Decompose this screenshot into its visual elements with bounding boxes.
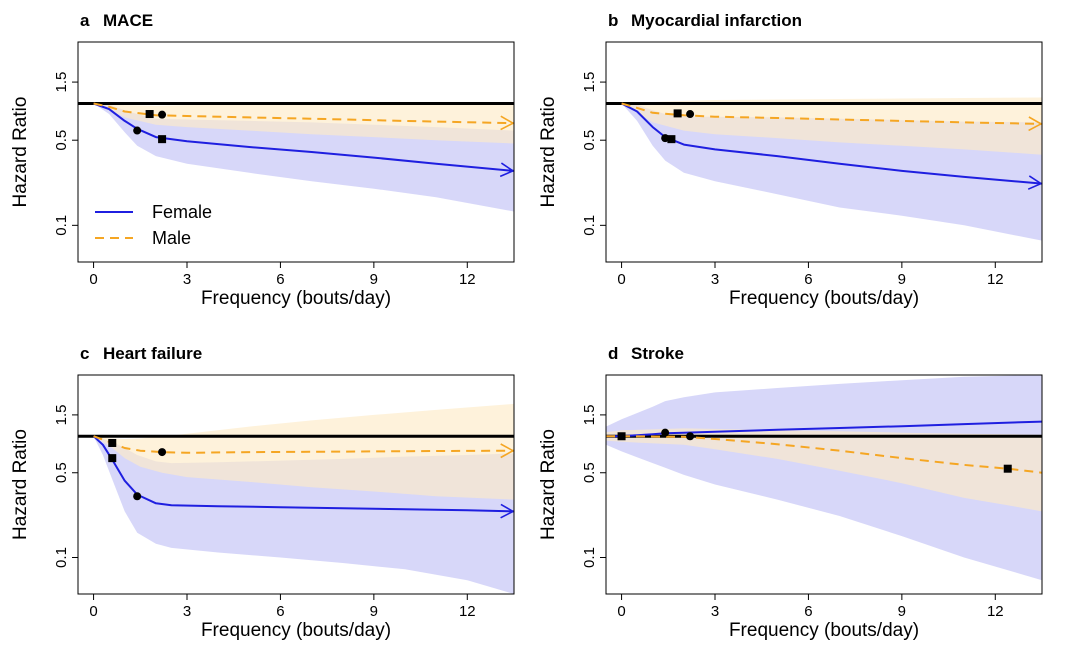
x-tick-label: 12	[459, 603, 476, 620]
legend-label-male: Male	[152, 228, 191, 248]
plot-frame	[605, 41, 1043, 263]
x-tick-label: 3	[183, 271, 191, 288]
data-point-male	[158, 448, 167, 457]
x-axis-label: Frequency (bouts/day)	[729, 288, 919, 309]
x-tick-label: 12	[459, 271, 476, 288]
panel-title: Heart failure	[103, 344, 202, 363]
series-line-male	[93, 102, 514, 125]
y-tick-label: 0.1	[581, 547, 598, 568]
ci-band-male	[606, 428, 1042, 512]
x-tick-label: 6	[276, 603, 284, 620]
data-point-female	[133, 126, 142, 135]
y-tick-label: 1.5	[581, 404, 598, 425]
x-tick-label: 9	[898, 271, 906, 288]
x-axis-label: Frequency (bouts/day)	[201, 620, 391, 641]
legend-label-female: Female	[152, 202, 212, 222]
x-tick-label: 0	[89, 271, 97, 288]
ci-band-male	[621, 97, 1042, 155]
y-tick-label: 0.1	[581, 215, 598, 236]
data-point-male	[1003, 464, 1012, 473]
panel-letter: d	[608, 344, 618, 363]
x-tick-label: 9	[370, 271, 378, 288]
legend: Female Male	[95, 202, 212, 248]
panel-d: 0 3 6 9 12 0.1 0.5 1.5 Frequency (bouts/day) Haza…	[538, 344, 1043, 641]
data-point-female	[133, 492, 142, 501]
x-tick-label: 9	[898, 603, 906, 620]
panel-letter: a	[80, 11, 90, 30]
x-tick-label: 0	[617, 271, 625, 288]
plot-frame	[605, 374, 1043, 595]
series-line-female	[93, 102, 514, 172]
y-axis-label: Hazard Ratio	[538, 97, 559, 208]
series-arrow-male	[500, 115, 515, 131]
y-tick-label: 1.5	[581, 72, 598, 93]
data-point-female	[661, 134, 670, 143]
data-point-female	[108, 454, 117, 463]
y-tick-label: 0.1	[53, 547, 70, 568]
panel-b: 0 3 6 9 12 0.1 0.5 1.5 Frequency (bouts/day) Haza…	[538, 11, 1043, 309]
y-tick-label: 1.5	[53, 72, 70, 93]
panel-c: 0 3 6 9 12 0.1 0.5 1.5 Frequency (bouts/day) Haza…	[10, 344, 515, 641]
data-point-male	[673, 109, 682, 118]
series-arrow-female	[499, 162, 515, 178]
y-tick-label: 0.5	[53, 130, 70, 151]
x-tick-label: 9	[370, 603, 378, 620]
series-arrow-male	[500, 443, 515, 459]
y-tick-label: 0.5	[581, 130, 598, 151]
ci-band-male	[93, 102, 514, 144]
series-line-female	[621, 102, 1042, 185]
plot-area	[78, 403, 514, 594]
y-tick-label: 0.1	[53, 215, 70, 236]
data-point-female	[158, 135, 167, 144]
plot-frame	[77, 41, 515, 263]
series-line-male	[621, 102, 1042, 125]
x-axis-label: Frequency (bouts/day)	[729, 620, 919, 641]
data-point-male	[145, 110, 154, 119]
data-point-female	[667, 135, 676, 144]
data-point-male	[108, 438, 117, 447]
data-point-female	[686, 432, 695, 441]
y-tick-label: 1.5	[53, 404, 70, 425]
data-point-female	[661, 428, 670, 437]
x-tick-label: 3	[711, 603, 719, 620]
y-tick-label: 0.5	[53, 462, 70, 483]
y-tick-label: 0.5	[581, 462, 598, 483]
x-tick-label: 0	[617, 603, 625, 620]
x-tick-label: 12	[987, 271, 1004, 288]
series-arrow-male	[1028, 116, 1043, 132]
x-tick-label: 6	[276, 271, 284, 288]
series-line-male	[93, 435, 514, 454]
y-axis-label: Hazard Ratio	[538, 429, 559, 540]
panel-title: MACE	[103, 11, 153, 30]
x-tick-label: 3	[711, 271, 719, 288]
series-line-male	[606, 435, 1042, 474]
panel-title: Stroke	[631, 344, 684, 363]
data-point-male	[686, 110, 695, 119]
panel-title: Myocardial infarction	[631, 11, 802, 30]
x-tick-label: 3	[183, 603, 191, 620]
panel-letter: c	[80, 344, 89, 363]
y-axis-label: Hazard Ratio	[10, 429, 31, 540]
data-point-male	[158, 110, 167, 119]
x-tick-label: 6	[804, 271, 812, 288]
panel-a: 0 3 6 9 12 0.1 0.5 1.5 Frequency (bouts/day) Haza…	[10, 11, 515, 309]
plot-area	[78, 102, 514, 212]
x-axis-label: Frequency (bouts/day)	[201, 288, 391, 309]
plot-area	[606, 375, 1042, 581]
plot-frame	[77, 374, 515, 595]
panel-letter: b	[608, 11, 618, 30]
x-tick-label: 0	[89, 603, 97, 620]
x-tick-label: 12	[987, 603, 1004, 620]
data-point-male	[617, 432, 626, 441]
plot-area	[606, 97, 1042, 241]
series-arrow-female	[500, 503, 515, 519]
x-tick-label: 6	[804, 603, 812, 620]
ci-band-female	[606, 375, 1042, 581]
series-arrow-female	[1027, 175, 1043, 190]
y-axis-label: Hazard Ratio	[10, 97, 31, 208]
series-line-female	[606, 420, 1042, 438]
